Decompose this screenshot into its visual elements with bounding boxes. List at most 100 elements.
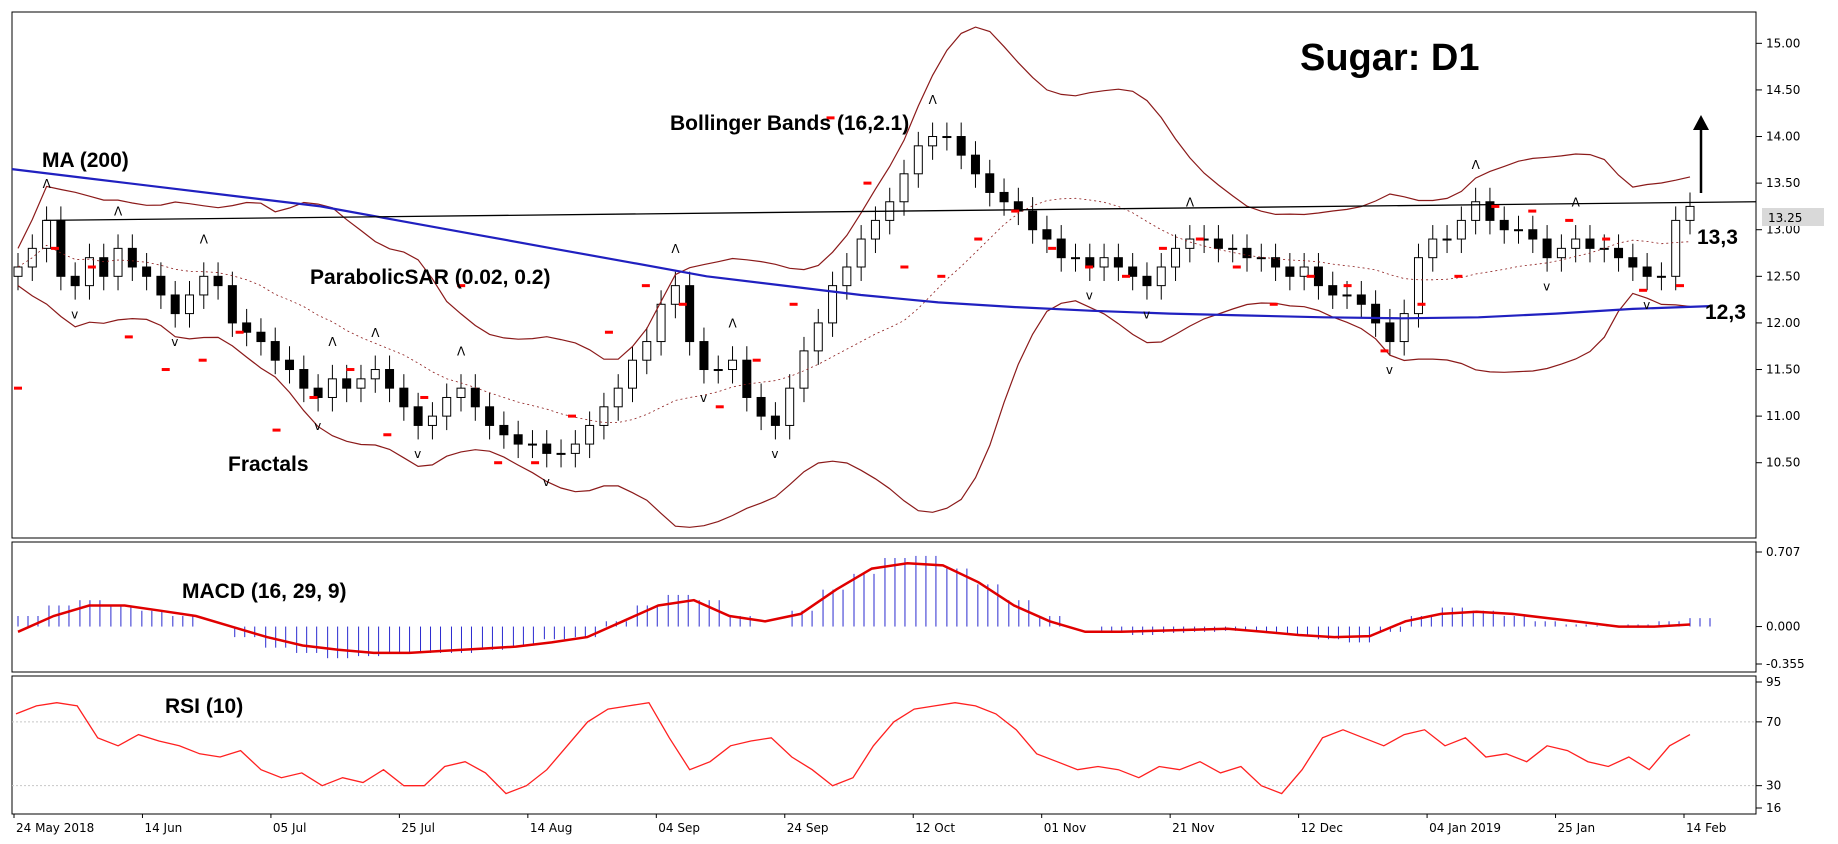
candle-body [1099,257,1109,268]
candle-body [899,173,909,203]
resistance-line [43,201,1757,222]
fractal-down: v [414,447,421,461]
candle-body [199,275,209,296]
rsi-tick-label: 95 [1766,675,1781,689]
bollinger-middle [17,197,1691,423]
candle-body [1528,229,1538,240]
candle-body [1628,257,1638,268]
up-arrow-icon [1693,115,1709,193]
price-tick-label: 13.00 [1766,223,1800,237]
candle-body [842,266,852,287]
candle-body [1456,219,1466,240]
date-tick-label: 25 Jul [401,821,435,835]
chart-title: Sugar: D1 [1300,37,1479,79]
candle-body [1685,205,1695,221]
candle-body [770,415,780,426]
candle-body [513,434,523,445]
candle-body [756,396,766,417]
axes: 15.00 14.50 14.00 13.50 13.00 12.50 12.00 11.50… [13,36,1805,835]
candle-body [213,275,223,287]
date-tick-label: 14 Jun [144,821,182,835]
candle-body [1256,257,1266,260]
ma200-line [11,168,1711,320]
candle-body [670,285,680,305]
rsi-tick-label: 16 [1766,801,1781,815]
bollinger-label: Bollinger Bands (16,2.1) [670,112,909,135]
candle-body [728,359,738,371]
fractal-up: Λ [457,345,466,359]
candle-body [570,443,580,454]
candle-body [99,257,109,277]
candle-body [970,154,980,175]
fractal-down: v [1643,298,1650,312]
candle-body [285,359,295,371]
level-high-label: 13,3 [1697,226,1738,249]
candle-body [1471,201,1481,221]
candle-body [613,387,623,408]
candle-body [599,406,609,426]
fractal-down: v [71,307,78,321]
candle-body [1142,275,1152,287]
fractal-up: Λ [371,326,380,340]
candle-body [370,369,380,380]
candle-body [956,136,966,156]
candle-body [913,145,923,175]
date-tick-label: 24 Sep [787,821,829,835]
date-tick-label: 04 Jan 2019 [1429,821,1501,835]
candle-body [27,247,37,268]
candle-body [70,275,80,287]
candle-body [142,266,152,277]
date-tick-label: 14 Feb [1686,821,1726,835]
candle-body [685,285,695,343]
candle-body [813,322,823,352]
candle-body [999,191,1009,203]
fractal-up: Λ [729,317,738,331]
candle-body [1271,257,1281,268]
candle-body [1485,201,1495,221]
price-tick-label: 15.00 [1766,36,1800,50]
candle-body [556,452,566,455]
bollinger-upper [17,26,1691,360]
ma-label: MA (200) [42,149,129,172]
candle-body [1185,238,1195,249]
macd-series [17,555,1711,659]
fractal-up: Λ [671,242,680,256]
fractal-down: v [771,447,778,461]
candle-body [942,136,952,139]
fractal-down: v [543,475,550,489]
candle-body [1556,247,1566,259]
candle-body [113,247,123,277]
candle-body [456,387,466,398]
fractal-down: v [700,391,707,405]
fractal-up: Λ [1572,195,1581,209]
rsi-tick-label: 30 [1766,779,1781,793]
candle-body [1342,294,1352,297]
candle-body [1156,266,1166,287]
price-panel [11,11,1757,539]
date-tick-label: 05 Jul [273,821,307,835]
candle-body [1356,294,1366,305]
candle-body [270,341,280,361]
candle-body [656,303,666,343]
date-tick-label: 12 Oct [915,821,955,835]
candle-body [399,387,409,408]
candle-body [1242,247,1252,259]
candle-body [1542,238,1552,259]
candle-body [742,359,752,398]
candle-body [327,378,337,398]
candle-body [799,350,809,389]
candle-body [1285,266,1295,277]
candle-body [242,322,252,333]
fractal-down: v [1543,279,1550,293]
candle-body [1328,285,1338,296]
price-tick-label: 13.50 [1766,176,1800,190]
fractal-up: Λ [114,205,123,219]
candle-body [413,406,423,426]
macd-tick-label: 0.707 [1766,545,1800,559]
candle-body [1442,238,1452,241]
candle-body [1228,247,1238,250]
bollinger-lower [17,285,1691,528]
candle-body [928,136,938,147]
candle-body [1413,257,1423,315]
